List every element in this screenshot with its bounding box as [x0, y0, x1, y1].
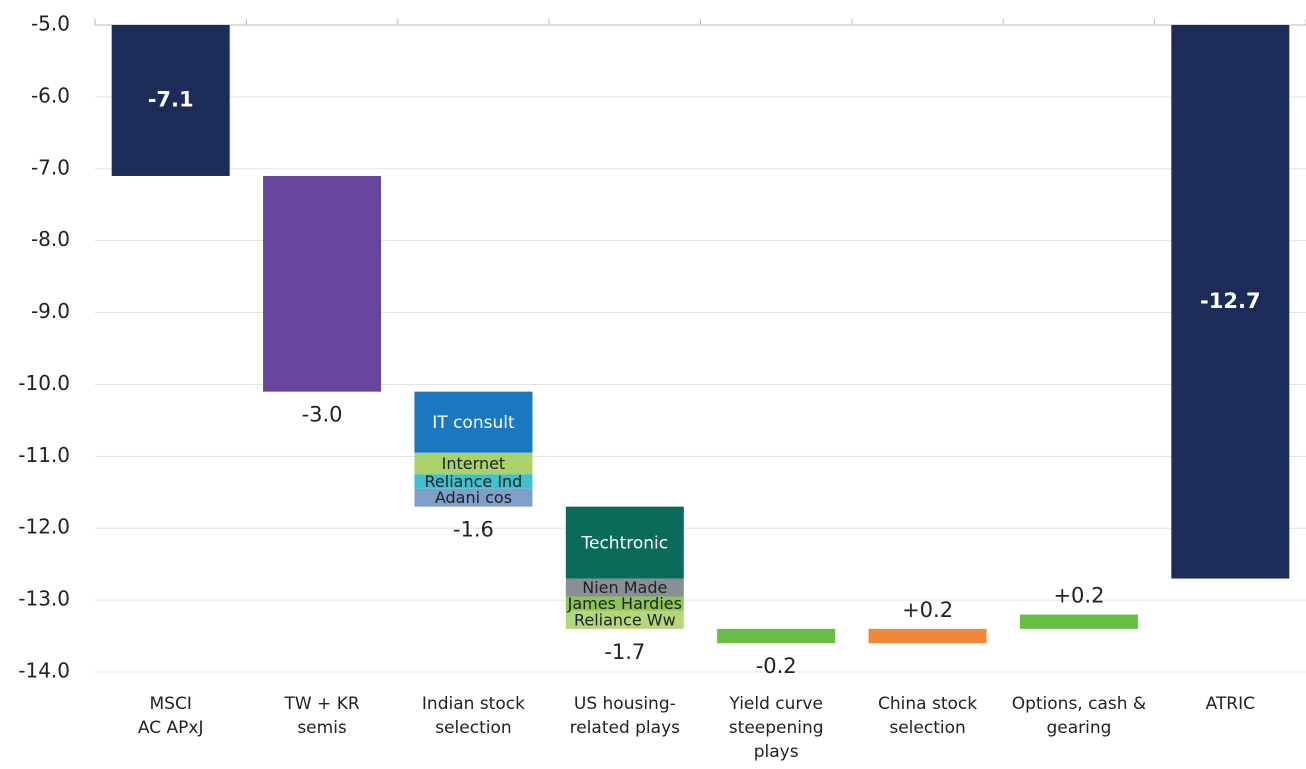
value-label: -3.0 — [302, 403, 343, 427]
segment-label: Techtronic — [581, 534, 669, 554]
segment-label: Nien Made — [582, 578, 667, 597]
bar — [263, 175, 382, 392]
bar-segment — [414, 474, 533, 489]
bar-segment — [565, 610, 684, 629]
y-tick-label: -7.0 — [31, 155, 70, 179]
y-tick-label: -12.0 — [18, 515, 70, 539]
segment-label: IT consult — [432, 413, 515, 433]
bar — [717, 628, 836, 644]
y-tick-label: -9.0 — [31, 299, 70, 323]
y-tick-label: -14.0 — [18, 659, 70, 683]
y-tick-label: -10.0 — [18, 371, 70, 395]
x-tick-label: Options, cash & gearing — [1011, 694, 1147, 738]
segment-label: Adani cos — [435, 488, 512, 507]
value-label: -1.6 — [453, 518, 494, 542]
value-label: -1.7 — [604, 640, 645, 664]
value-label: -0.2 — [756, 654, 797, 678]
bar-segment — [414, 391, 533, 453]
bar-segment — [565, 578, 684, 597]
bar-segment — [565, 596, 684, 611]
x-tick-label: TW + KR semis — [284, 694, 360, 738]
y-tick-label: -13.0 — [18, 587, 70, 611]
x-tick-label: ATRIC — [1205, 694, 1255, 714]
x-tick-label: US housing- related plays — [569, 694, 680, 738]
value-label: +0.2 — [902, 598, 953, 622]
y-tick-label: -6.0 — [31, 83, 70, 107]
bars — [111, 25, 1290, 644]
segment-label: Reliance Ind — [425, 472, 523, 491]
y-tick-label: -11.0 — [18, 443, 70, 467]
bar — [1019, 614, 1138, 629]
bar-segment — [414, 452, 533, 475]
x-tick-label: MSCI AC APxJ — [137, 694, 204, 738]
x-tick-label: China stock selection — [878, 694, 978, 738]
bar-segment — [565, 506, 684, 579]
value-label: -7.1 — [148, 87, 194, 111]
bar — [111, 25, 230, 176]
y-tick-label: -5.0 — [31, 12, 70, 36]
bar — [868, 628, 987, 644]
x-tick-label: Yield curve steepening plays — [728, 694, 824, 762]
bar-segment — [414, 488, 533, 507]
labels: -14.0 -13.0 -12.0 -11.0 -10.0 -9.0 -8.0 -7.0 -6.… — [18, 12, 1260, 683]
y-tick-label: -8.0 — [31, 227, 70, 251]
segment-label: James Hardies — [567, 594, 682, 613]
segment-label: Internet — [442, 454, 506, 473]
value-label: -12.7 — [1200, 289, 1261, 313]
segment-label: Reliance Ww — [574, 610, 676, 629]
x-tick-label: Indian stock selection — [421, 694, 525, 738]
bar — [1171, 25, 1290, 579]
value-label: +0.2 — [1053, 583, 1104, 607]
